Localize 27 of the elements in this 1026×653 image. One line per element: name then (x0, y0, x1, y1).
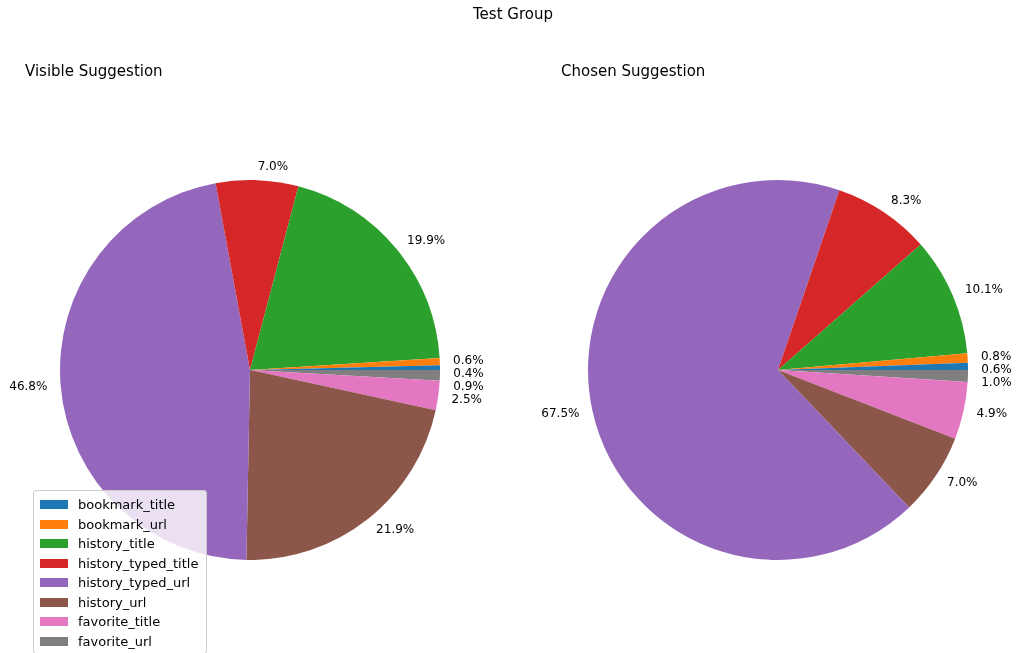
data-label: 67.5% (541, 405, 580, 420)
data-label: 2.5% (451, 392, 482, 407)
data-label: 1.0% (981, 375, 1012, 390)
legend-label: history_typed_url (78, 575, 191, 591)
chart-title: Visible Suggestion (25, 62, 163, 80)
data-label: 7.0% (257, 158, 289, 173)
data-label: 0.9% (453, 379, 484, 394)
legend-label: bookmark_title (78, 497, 176, 513)
legend-label: favorite_title (78, 614, 161, 630)
data-label: 0.6% (981, 362, 1012, 377)
data-label: 7.0% (946, 475, 978, 490)
data-label: 10.1% (964, 282, 1004, 297)
data-label: 19.9% (407, 233, 446, 248)
legend-label: bookmark_url (78, 516, 167, 532)
legend-label: history_typed_title (78, 555, 199, 571)
legend-label: favorite_url (78, 633, 152, 649)
data-label: 0.4% (453, 366, 484, 381)
chart-title: Chosen Suggestion (561, 62, 706, 80)
data-label: 8.3% (891, 193, 922, 208)
data-label: 21.9% (376, 521, 415, 536)
data-label: 0.6% (453, 353, 484, 368)
legend-label: history_url (78, 594, 147, 610)
data-label: 4.9% (976, 405, 1008, 420)
legend-label: history_title (78, 536, 155, 552)
data-label: 0.8% (980, 349, 1012, 364)
text: Test Group (472, 5, 554, 23)
data-label: 46.8% (9, 378, 48, 393)
